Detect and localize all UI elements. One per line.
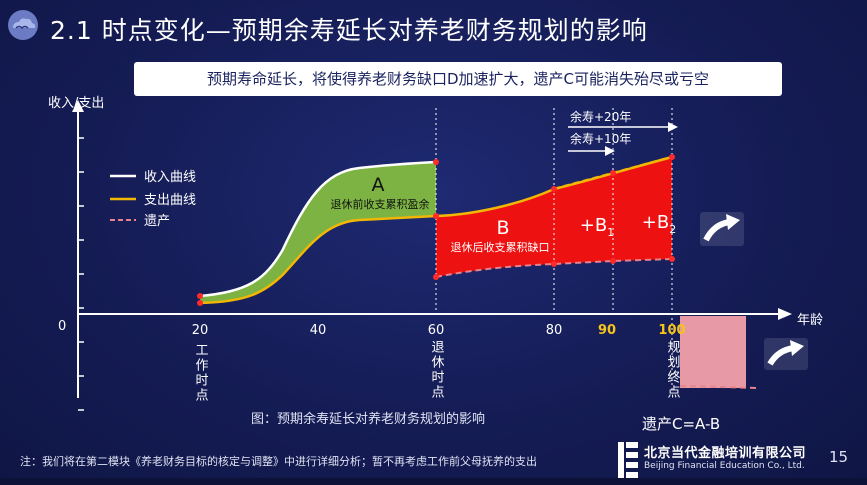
curve-point (433, 274, 439, 280)
region-a-label: A (372, 174, 385, 196)
region-b1-label: +B1 (580, 215, 614, 239)
legend-expense-label: 支出曲线 (144, 193, 196, 208)
x-tick-label-40: 40 (310, 323, 327, 338)
expense-curve (199, 155, 673, 305)
x-tick-label-60: 60 (428, 323, 445, 338)
company-name-en: Beijing Financial Education Co., Ltd. (644, 461, 805, 471)
curve-point (669, 256, 675, 262)
y-axis-label: 收入/支出 (48, 96, 104, 111)
x-axis-label: 年龄 (797, 313, 823, 328)
y-tick-marks (78, 137, 84, 411)
curve-point (433, 159, 439, 165)
curve-point (197, 300, 203, 306)
x-tick-label-90: 90 (598, 323, 616, 338)
extension-10-label: 余寿+10年 (570, 131, 631, 146)
legacy-deficit-area (680, 316, 746, 388)
rising-trend-arrow-icon (764, 338, 808, 370)
page-title: 2.1 时点变化—预期余寿延长对养老财务规划的影响 (50, 16, 648, 45)
region-b-label: B (496, 217, 509, 239)
curve-point (551, 261, 557, 267)
upward-trend-arrow-icon (700, 212, 744, 246)
subtitle-banner: 预期寿命延长，将使得养老财务缺口D加速扩大，遗产C可能消失殆尽或亏空 (134, 62, 782, 96)
region-b-gap (436, 189, 554, 277)
x-axis-arrow-icon (778, 308, 792, 320)
curve-point (433, 213, 439, 219)
region-b1-gap (554, 173, 613, 264)
region-b2-label: +B2 (642, 212, 676, 236)
legacy-line (435, 258, 673, 278)
y-axis-arrow-icon (72, 100, 84, 112)
legend-legacy-label: 遗产 (144, 214, 170, 229)
bottom-bar (0, 478, 867, 485)
footnote: 注：我们将在第二模块《养老财务目标的核定与调整》中进行详细分析；暂不再考虑工作前… (20, 455, 537, 468)
curve-point (551, 186, 557, 192)
retirement-label: 退休时点 (429, 340, 445, 400)
extension-10-arrowhead-icon (605, 146, 615, 156)
region-a-description: 退休前收支累积盈余 (331, 197, 430, 211)
curve-point (610, 258, 616, 264)
region-b-description: 退休后收支累积缺口 (451, 240, 550, 254)
x-tick-label-80: 80 (546, 323, 563, 338)
chart-caption: 图：预期余寿延长对养老财务规划的影响 (251, 411, 485, 427)
x-tick-label-20: 20 (192, 323, 209, 338)
planning-end-label: 规划终点 (665, 340, 681, 400)
extension-20-arrowhead-icon (668, 122, 678, 132)
region-b2-gap (613, 157, 672, 261)
legend-income-label: 收入曲线 (144, 170, 196, 185)
curve-point-markers (197, 154, 675, 306)
company-logo-icon (618, 442, 638, 478)
curve-point (197, 293, 203, 299)
page-number: 15 (829, 448, 849, 466)
cloud-logo-icon (8, 10, 38, 40)
legacy-tail-line (679, 385, 759, 389)
work-start-label: 工作时点 (193, 343, 209, 403)
x-tick-label-100: 100 (658, 323, 685, 338)
origin-label: 0 (58, 319, 66, 334)
region-a-surplus (200, 162, 436, 303)
curve-point (669, 154, 675, 160)
income-curve (199, 160, 437, 298)
extension-20-label: 余寿+20年 (570, 109, 631, 124)
curve-point (610, 170, 616, 176)
company-name-cn: 北京当代金融培训有限公司 (644, 446, 807, 461)
legacy-formula: 遗产C=A-B (642, 415, 720, 433)
